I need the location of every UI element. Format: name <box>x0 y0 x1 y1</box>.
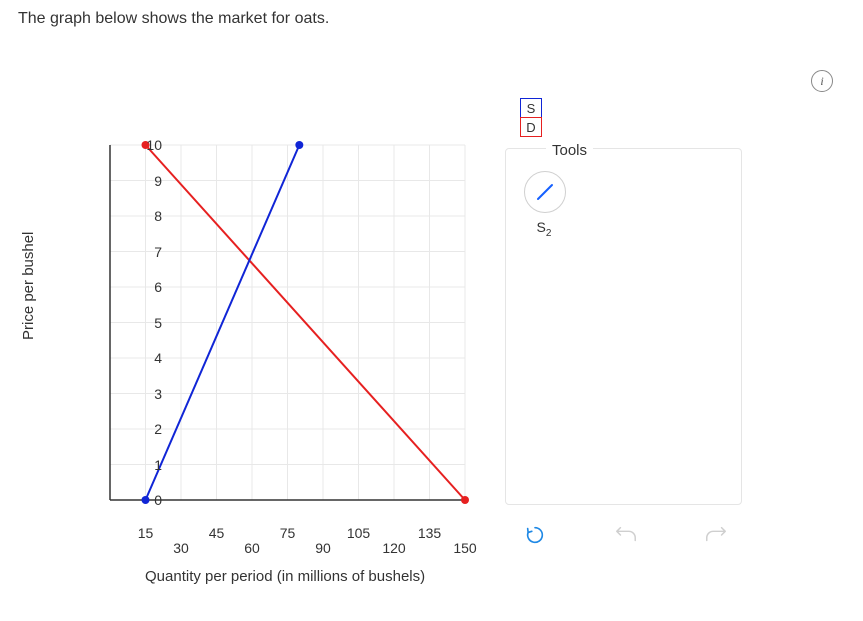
x-tick: 60 <box>244 540 260 556</box>
supply-curve-label[interactable]: S <box>520 98 542 118</box>
y-axis-label: Price per bushel <box>20 232 37 340</box>
add-line-tool-button[interactable] <box>524 171 566 213</box>
y-tick: 10 <box>132 137 162 153</box>
x-tick: 105 <box>347 525 370 541</box>
x-tick: 75 <box>280 525 296 541</box>
y-tick: 3 <box>132 386 162 402</box>
tools-panel-title: Tools <box>546 142 593 159</box>
x-tick: 15 <box>138 525 154 541</box>
x-tick: 150 <box>453 540 476 556</box>
y-tick: 7 <box>132 244 162 260</box>
y-tick: 9 <box>132 173 162 189</box>
y-tick: 6 <box>132 279 162 295</box>
x-tick: 135 <box>418 525 441 541</box>
undo-button[interactable] <box>614 523 638 547</box>
y-tick: 0 <box>132 492 162 508</box>
x-tick: 90 <box>315 540 331 556</box>
question-prompt: The graph below shows the market for oat… <box>18 10 329 28</box>
reset-button[interactable] <box>523 523 547 547</box>
curve-labels: S D <box>520 98 542 137</box>
info-icon[interactable]: i <box>811 70 833 92</box>
x-tick: 120 <box>382 540 405 556</box>
add-line-tool-caption: S2 <box>524 219 564 239</box>
redo-button[interactable] <box>704 523 728 547</box>
y-tick: 4 <box>132 350 162 366</box>
y-tick: 2 <box>132 421 162 437</box>
chart: Price per bushel Quantity per period (in… <box>30 140 490 600</box>
y-tick: 8 <box>132 208 162 224</box>
x-axis-label: Quantity per period (in millions of bush… <box>145 568 425 585</box>
y-tick: 5 <box>132 315 162 331</box>
graph-controls <box>505 518 740 552</box>
y-tick: 1 <box>132 457 162 473</box>
demand-curve-label[interactable]: D <box>520 117 542 137</box>
x-tick: 30 <box>173 540 189 556</box>
tools-panel: Tools S2 <box>505 148 742 505</box>
x-tick: 45 <box>209 525 225 541</box>
